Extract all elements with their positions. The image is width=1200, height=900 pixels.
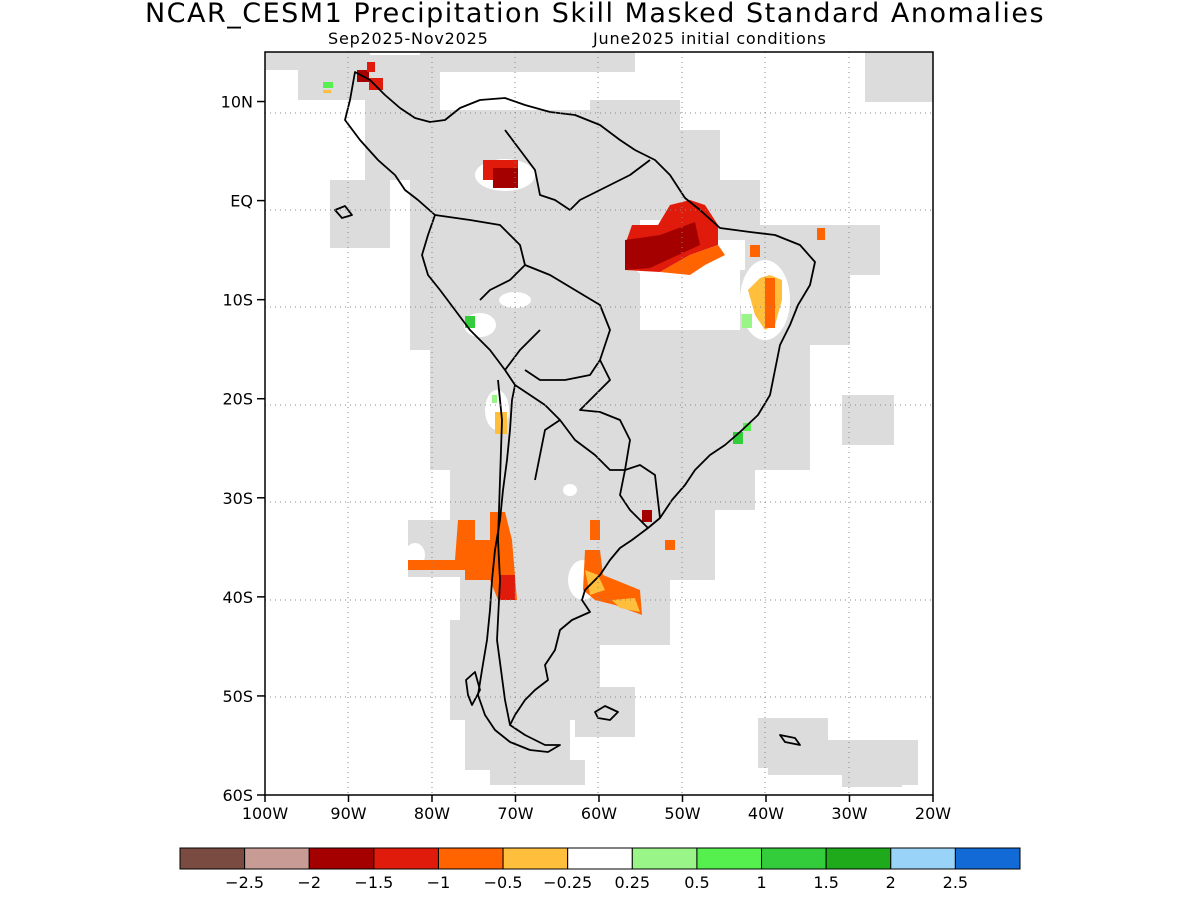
- colorbar-label: −2: [297, 873, 321, 892]
- x-tick-label: 20W: [915, 804, 951, 823]
- longitude-labels: 100W 90W 80W 70W 60W 50W 40W 30W 20W: [242, 804, 951, 823]
- axis-ticks: [257, 100, 934, 802]
- colorbar-swatch: [761, 847, 827, 870]
- colorbar-swatch: [373, 847, 439, 870]
- colorbar-swatch: [890, 847, 956, 870]
- anomaly-central-chile: [408, 512, 517, 600]
- x-tick-label: 70W: [497, 804, 533, 823]
- colorbar-swatch: [308, 847, 375, 870]
- colorbar-swatch: [954, 847, 1021, 870]
- colorbar-swatch: [244, 847, 310, 870]
- colorbar-label: −1.5: [354, 873, 393, 892]
- colorbar-swatch: [696, 847, 763, 870]
- colorbar-label: −1: [427, 873, 451, 892]
- colorbar-label: 2: [886, 873, 896, 892]
- initial-conditions-subtitle: June2025 initial conditions: [593, 29, 827, 48]
- y-tick-label: 40S: [222, 588, 253, 607]
- colorbar-swatch: [437, 847, 504, 870]
- y-tick-label: 50S: [222, 687, 253, 706]
- colorbar-label: 1.5: [813, 873, 838, 892]
- colorbar-swatch: [502, 847, 569, 870]
- skill-mask: [265, 52, 933, 787]
- map-title: NCAR_CESM1 Precipitation Skill Masked St…: [144, 0, 1046, 29]
- colorbar-label: −2.5: [225, 873, 264, 892]
- anomaly-southeast-brazil: [733, 432, 743, 444]
- season-subtitle: Sep2025-Nov2025: [328, 29, 489, 48]
- y-tick-label: 20S: [222, 390, 253, 409]
- colorbar-swatch: [631, 847, 698, 870]
- colorbar: [179, 847, 1021, 870]
- x-tick-label: 80W: [414, 804, 450, 823]
- y-tick-label: 10N: [221, 93, 253, 112]
- colorbar-label: 0.25: [614, 873, 650, 892]
- colorbar-swatch: [179, 847, 246, 870]
- colorbar-swatch: [825, 847, 892, 870]
- coastline: [334, 71, 816, 753]
- x-tick-label: 100W: [242, 804, 289, 823]
- x-tick-label: 50W: [664, 804, 700, 823]
- x-tick-label: 90W: [330, 804, 366, 823]
- colorbar-label: −0.25: [543, 873, 592, 892]
- colorbar-label: 0.5: [684, 873, 709, 892]
- y-tick-label: 60S: [222, 786, 253, 805]
- colorbar-label: 1: [756, 873, 766, 892]
- y-tick-label: 10S: [222, 291, 253, 310]
- y-tick-label: EQ: [230, 192, 253, 211]
- latitude-labels: 10N EQ 10S 20S 30S 40S 50S 60S: [221, 93, 253, 805]
- x-tick-label: 30W: [831, 804, 867, 823]
- colorbar-labels: −2.5 −2 −1.5 −1 −0.5 −0.25 0.25 0.5 1 1.5 2 2.5: [225, 873, 968, 892]
- x-tick-label: 40W: [748, 804, 784, 823]
- y-tick-label: 30S: [222, 489, 253, 508]
- colorbar-swatch: [567, 847, 633, 870]
- map-area: [265, 52, 933, 795]
- colorbar-label: 2.5: [943, 873, 968, 892]
- x-tick-label: 60W: [581, 804, 617, 823]
- colorbar-label: −0.5: [484, 873, 523, 892]
